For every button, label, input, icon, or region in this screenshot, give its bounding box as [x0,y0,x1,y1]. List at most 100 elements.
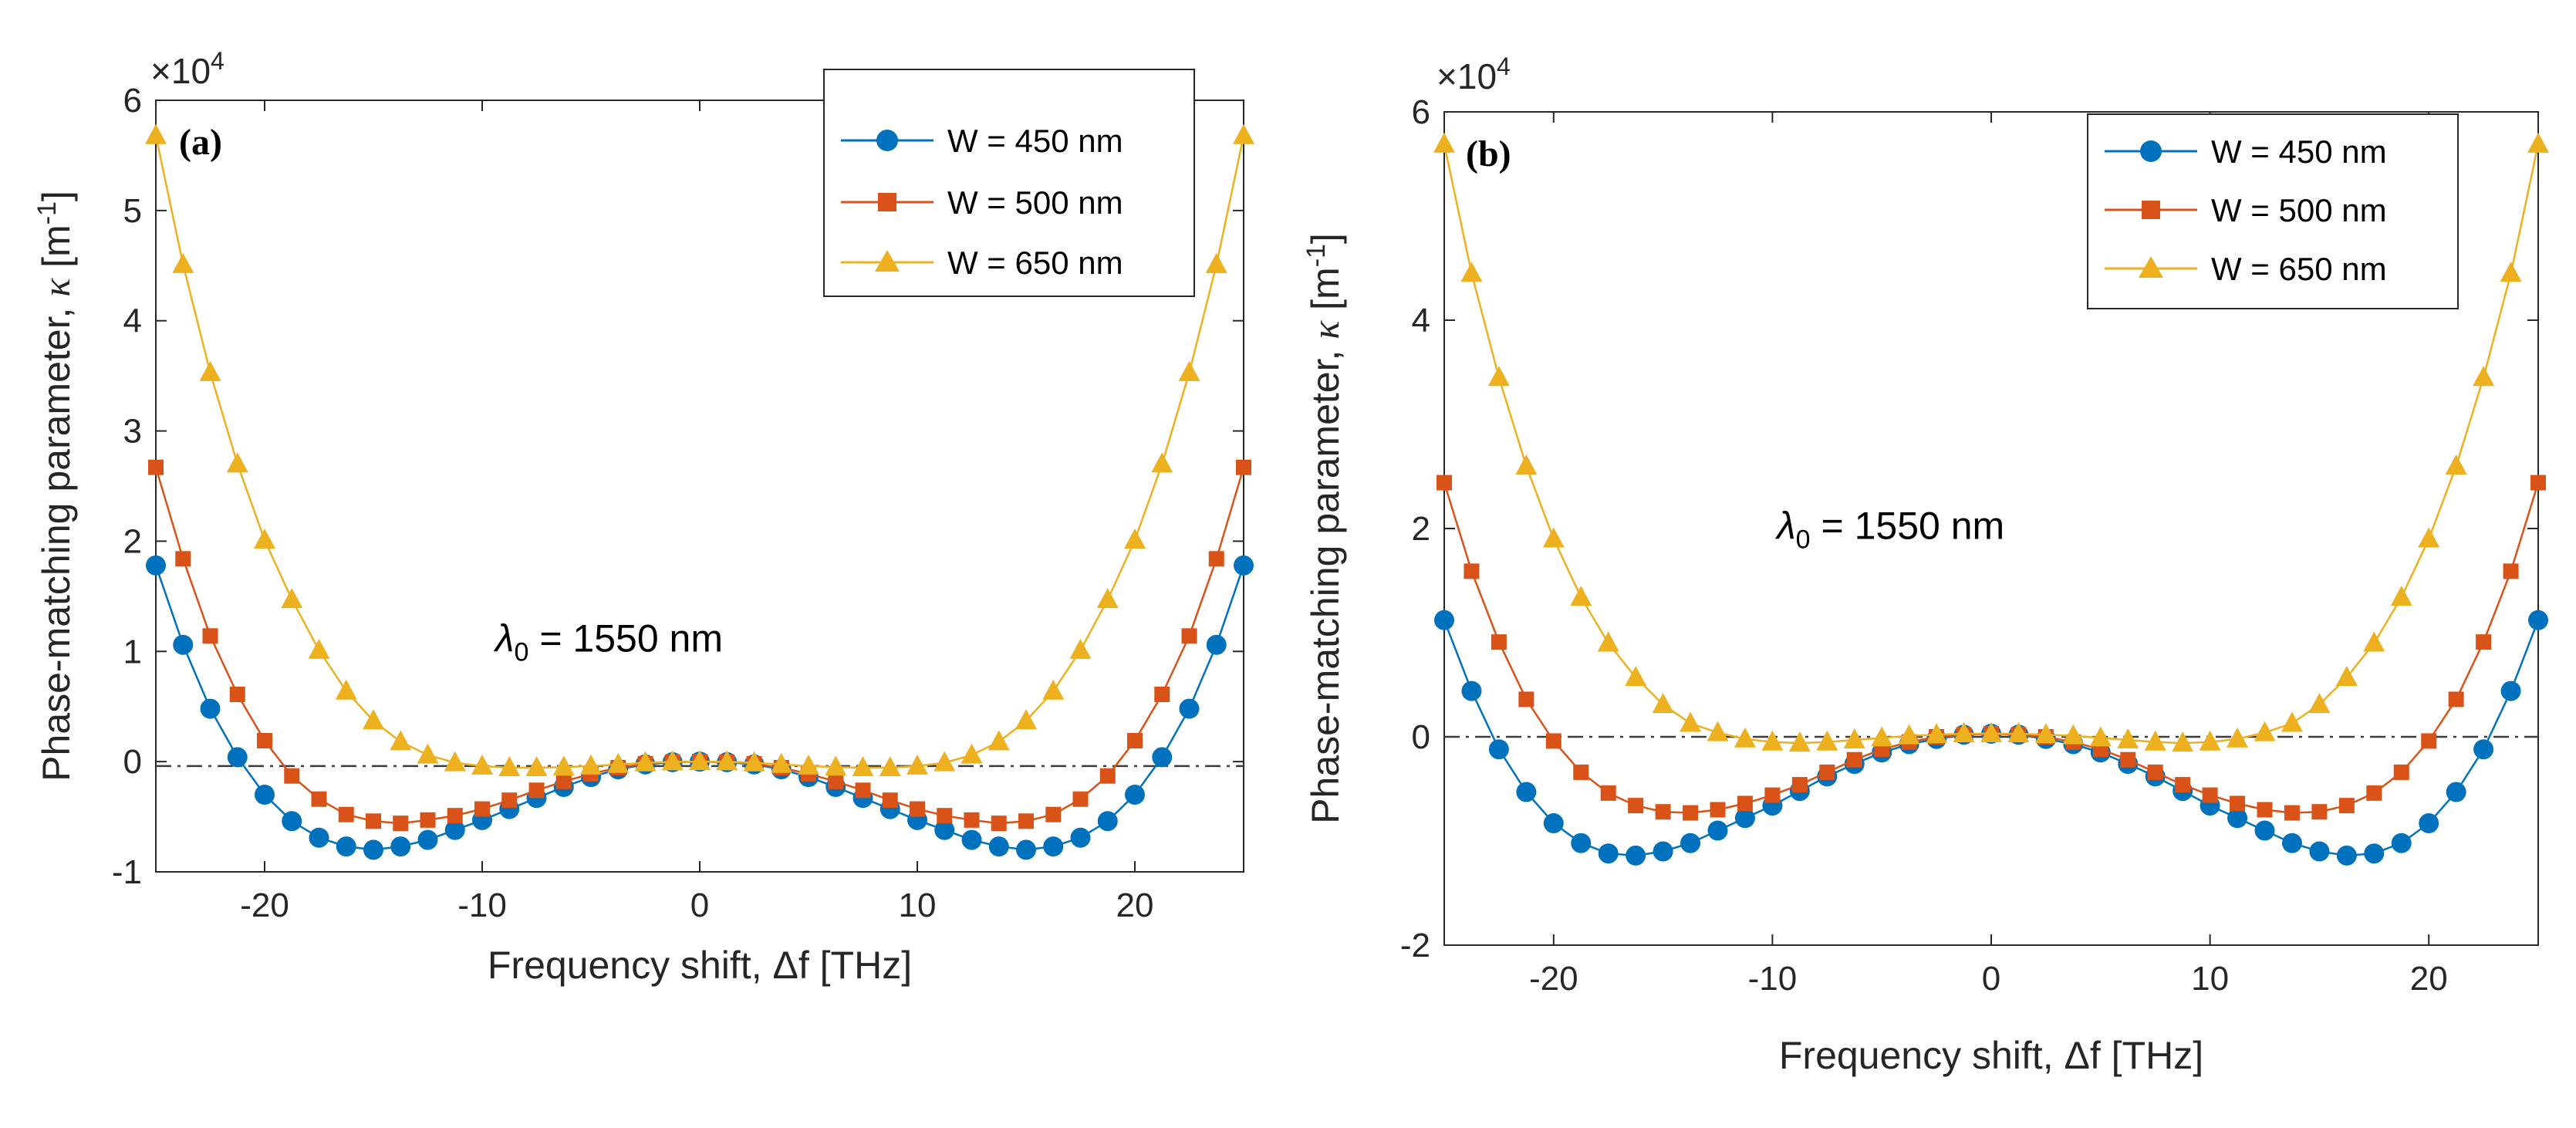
x-tick-label: 10 [2191,960,2229,998]
data-point [1734,808,1755,829]
data-point [2335,666,2358,687]
data-point [2528,610,2548,630]
data-point [2227,727,2249,748]
y-multiplier: ×104 [1437,52,1511,96]
data-point [447,808,463,824]
data-point [2503,563,2519,579]
data-point [2500,681,2521,701]
legend: W = 450 nm W = 500 nm W = 650 nm [2087,113,2459,309]
data-point [2363,631,2385,652]
legend-entry-500: W = 500 nm [2105,192,2387,228]
data-point [1926,723,1948,744]
data-point [1437,475,1452,491]
data-point [1707,820,1728,841]
x-tick-label: -10 [1748,960,1798,998]
data-point [2530,475,2546,491]
data-point [1205,252,1227,273]
legend-entry-650: W = 650 nm [841,245,1123,281]
data-point [444,819,465,840]
data-point [607,752,630,773]
data-point [2117,728,2139,749]
data-point [417,743,439,764]
data-point [2476,634,2492,650]
data-point [1626,845,1646,866]
data-point [528,782,545,799]
data-point [1652,693,1674,714]
data-point [2007,721,2030,742]
data-point [1707,721,1729,741]
data-point [2421,733,2437,749]
data-point [1043,836,1064,857]
data-point [555,773,572,789]
data-point [882,792,898,809]
data-point [934,751,956,772]
data-point [1072,791,1089,807]
data-point [580,754,602,775]
data-point [1737,795,1753,812]
data-point [148,459,164,475]
data-point [906,754,928,775]
data-point [1069,638,1092,659]
data-point [1570,586,1592,606]
data-point [988,836,1009,857]
data-point [716,750,738,771]
data-point [1178,360,1200,381]
x-tick-label: -20 [1529,960,1578,998]
data-point [227,747,248,768]
data-point [1488,739,1509,760]
legend-entry-650: W = 650 nm [2105,251,2387,287]
y-tick-label: 4 [1412,302,1430,339]
data-point [2309,841,2330,862]
data-point [2120,751,2136,768]
data-point [2393,764,2409,780]
data-point [2336,845,2357,866]
data-point [175,551,191,567]
data-point [855,782,871,799]
data-point [254,529,275,549]
y-axis-label: Phase-matching parameter, κ [m-1] [1302,233,1347,824]
data-point [1843,728,1865,749]
svg-text:W = 650 nm: W = 650 nm [2211,251,2387,287]
data-point [1653,841,1673,862]
data-point [363,839,383,860]
data-point [2473,366,2495,387]
data-point [1625,666,1647,687]
data-point [2366,785,2382,801]
y-tick-label: 0 [1412,718,1430,756]
data-point [661,750,684,771]
y-tick-label: 2 [1412,510,1430,548]
y-tick-label: 6 [123,82,142,120]
data-point [2199,730,2221,751]
data-point [1953,721,1975,742]
data-point [417,829,438,850]
data-point [2254,721,2276,741]
x-tick-label: 0 [690,887,709,924]
data-point [2254,820,2275,841]
y-tick-label: 1 [123,633,142,670]
data-point [2500,262,2522,282]
data-point [366,813,381,829]
data-point [961,743,983,764]
data-point [525,756,548,776]
data-point [202,628,218,644]
data-point [2227,808,2248,829]
y-tick-label: -2 [1400,927,1430,964]
data-point [420,812,436,828]
data-point [1179,698,1200,719]
data-point [200,698,221,719]
data-point [2281,711,2303,732]
y-tick-label: 6 [1412,93,1430,131]
data-point [937,808,953,824]
data-point [910,801,925,817]
y-tick-label: 4 [123,302,142,340]
data-point [2281,832,2302,853]
data-point [988,730,1010,751]
data-point [2308,693,2331,714]
data-point [2448,691,2464,708]
data-point [2391,832,2412,853]
data-point [444,751,466,772]
data-point [2445,454,2467,475]
data-point [1208,551,1224,567]
